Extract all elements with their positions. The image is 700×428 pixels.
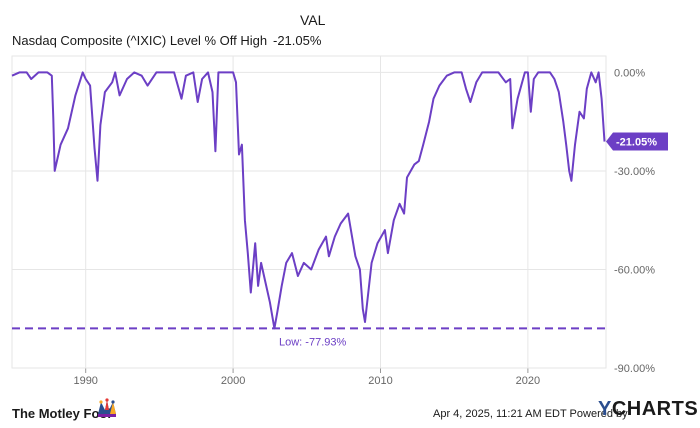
chart-legend: VAL Nasdaq Composite (^IXIC) Level % Off…: [0, 0, 700, 56]
series-line-nasdaq: [11, 71, 606, 330]
legend-series-name: Nasdaq Composite (^IXIC) Level % Off Hig…: [12, 33, 268, 48]
x-tick-label: 1990: [73, 375, 97, 387]
y-tick-label: -90.00%: [614, 363, 655, 375]
ycharts-logo: YCHARTS: [598, 398, 698, 421]
x-tick-label: 2020: [516, 375, 540, 387]
low-reference-label: Low: -77.93%: [279, 336, 346, 348]
y-tick-label: -30.00%: [614, 166, 655, 178]
timestamp-text: Apr 4, 2025, 11:21 AM EDT Powered by: [433, 408, 628, 420]
legend-column-header: VAL: [300, 12, 326, 28]
legend-series-value: -21.05%: [273, 33, 322, 48]
y-tick-label: -60.00%: [614, 264, 655, 276]
last-value-badge: [606, 132, 668, 151]
ycharts-logo-rest: CHARTS: [611, 398, 699, 420]
line-chart: 1990 2000 2010 2020 0.00% -30.00% -60.00% -90.0…: [11, 55, 668, 387]
last-value-label: -21.05%: [616, 137, 657, 149]
jester-hat-icon: [98, 398, 116, 417]
chart-footer: The Motley Fool Apr 4, 2025, 11:21 AM ED…: [0, 392, 700, 428]
ycharts-logo-y: Y: [598, 398, 612, 420]
motley-fool-brand: The Motley Fool: [12, 406, 111, 421]
x-tick-label: 2010: [368, 375, 392, 387]
y-tick-label: 0.00%: [614, 67, 645, 79]
x-tick-label: 2000: [221, 375, 245, 387]
